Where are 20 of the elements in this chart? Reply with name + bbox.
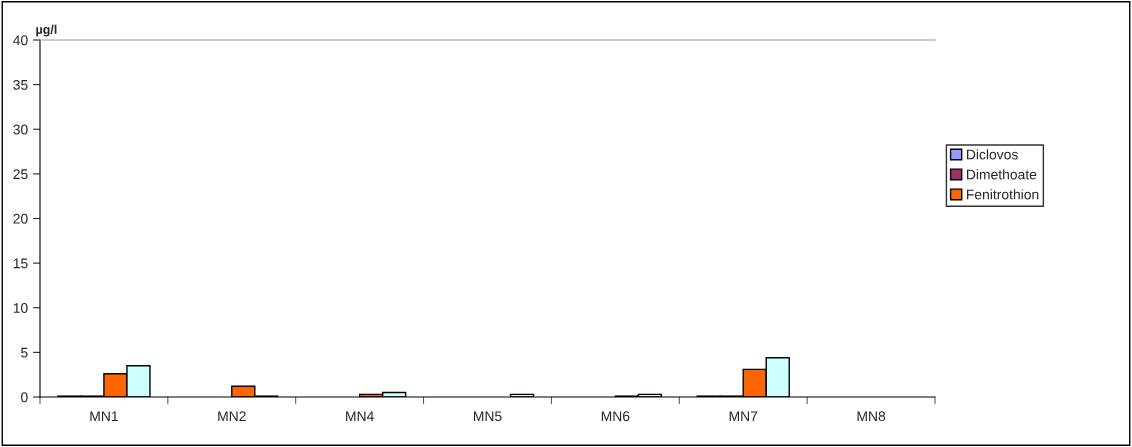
y-tick-label: 25: [13, 169, 28, 180]
y-tick-label: 5: [21, 347, 28, 358]
x-tick-label: MN6: [601, 411, 630, 422]
y-tick-label: 15: [13, 258, 28, 269]
x-tick-label: MN8: [857, 411, 886, 422]
y-tick-label: 30: [13, 124, 28, 135]
legend-label: Diclovos: [967, 149, 1018, 160]
legend-label: Fenitrothion: [967, 189, 1039, 200]
legend-label: Dimethoate: [967, 169, 1037, 180]
y-tick-label: 35: [13, 79, 28, 90]
x-tick-label: MN1: [90, 411, 118, 421]
y-tick-label: 20: [13, 213, 28, 224]
x-tick-label: MN7: [729, 411, 758, 421]
y-tick-label: 10: [13, 303, 28, 313]
x-tick-label: MN2: [218, 411, 246, 421]
y-axis-title: µg/l: [36, 24, 57, 37]
x-tick-label: MN4: [346, 411, 374, 421]
y-tick-label: 0: [21, 392, 28, 403]
x-tick-label: MN5: [473, 411, 502, 422]
y-tick-label: 40: [13, 35, 28, 46]
